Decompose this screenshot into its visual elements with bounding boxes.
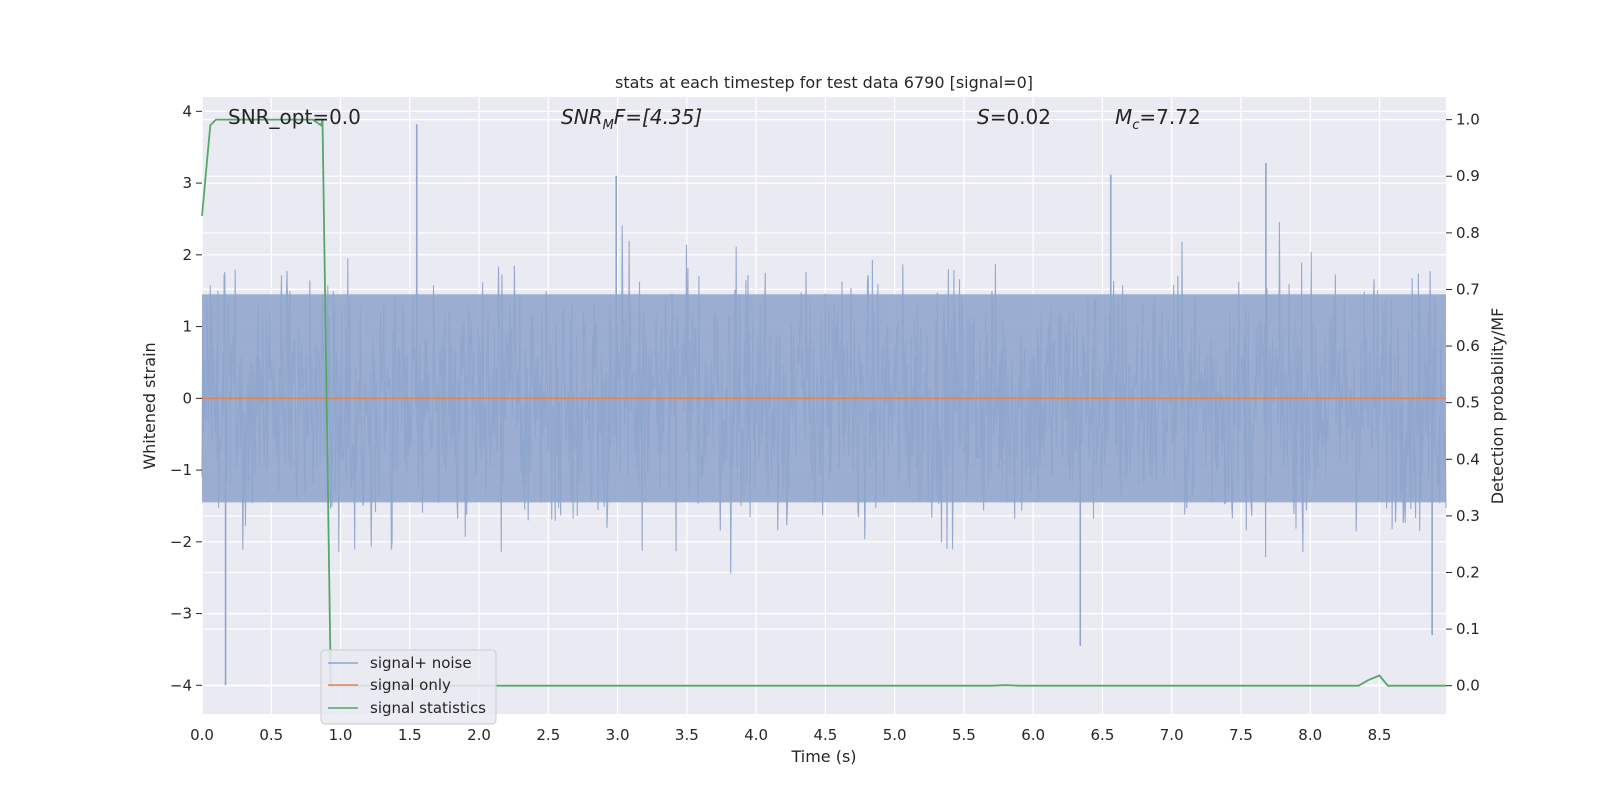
y-left-tick-label: −3 xyxy=(170,605,192,623)
y-right-tick-labels: 0.0 0.1 0.2 0.3 0.4 0.5 0.6 0.7 0.8 0.9 1.0 xyxy=(1446,111,1480,695)
y-right-tick-label: 0.5 xyxy=(1456,394,1480,412)
y-axis-right-label: Detection probability/MF xyxy=(1488,308,1507,505)
legend-label-stats: signal statistics xyxy=(370,699,486,717)
x-tick-label: 4.5 xyxy=(813,726,837,744)
annotation-mc: Mc=7.72 xyxy=(1115,105,1201,133)
snr-mf-base: SNR xyxy=(561,105,603,129)
y-left-tick-label: 2 xyxy=(182,246,192,264)
y-left-tick-label: −1 xyxy=(170,461,192,479)
y-axis-left-label: Whitened strain xyxy=(140,342,159,469)
x-axis-label: Time (s) xyxy=(790,747,856,766)
legend-label-noise: signal+ noise xyxy=(370,654,472,672)
x-tick-label: 7.5 xyxy=(1229,726,1253,744)
x-tick-label: 8.0 xyxy=(1298,726,1322,744)
y-right-tick-label: 0.6 xyxy=(1456,337,1480,355)
y-right-tick-label: 1.0 xyxy=(1456,111,1480,129)
y-left-tick-label: 4 xyxy=(182,102,192,120)
x-tick-label: 8.5 xyxy=(1368,726,1392,744)
x-tick-label: 6.0 xyxy=(1021,726,1045,744)
series-line-signal-statistics xyxy=(201,118,1446,687)
mc-rest: =7.72 xyxy=(1139,105,1200,129)
x-tick-label: 2.0 xyxy=(467,726,491,744)
x-tick-label: 3.5 xyxy=(675,726,699,744)
y-right-tick-label: 0.3 xyxy=(1456,507,1480,525)
y-left-tick-label: −2 xyxy=(170,533,192,551)
y-left-tick-label: 3 xyxy=(182,174,192,192)
legend: signal+ noise signal only signal statist… xyxy=(320,649,497,725)
x-tick-label: 2.5 xyxy=(536,726,560,744)
y-right-tick-label: 0.8 xyxy=(1456,224,1480,242)
x-tick-label: 5.0 xyxy=(883,726,907,744)
s-italic: S xyxy=(977,105,990,129)
y-left-tick-labels: −4 −3 −2 −1 0 1 2 3 4 xyxy=(170,102,202,694)
x-tick-label: 1.5 xyxy=(398,726,422,744)
y-right-tick-label: 0.9 xyxy=(1456,167,1480,185)
stats-series-layer xyxy=(201,118,1446,687)
s-rest: =0.02 xyxy=(990,105,1051,129)
legend-label-signal: signal only xyxy=(370,676,451,694)
snr-mf-rest: F=[4.35] xyxy=(614,105,702,129)
legend-box xyxy=(320,649,497,725)
y-right-tick-label: 0.2 xyxy=(1456,563,1480,581)
x-tick-label: 6.5 xyxy=(1091,726,1115,744)
y-left-tick-label: −4 xyxy=(170,676,192,694)
x-tick-label: 0.0 xyxy=(190,726,214,744)
x-tick-label: 3.0 xyxy=(606,726,630,744)
mc-base: M xyxy=(1115,105,1132,129)
annotation-snr-mf: SNRMF=[4.35] xyxy=(561,105,702,133)
y-right-tick-label: 0.4 xyxy=(1456,450,1480,468)
y-right-tick-label: 0.0 xyxy=(1456,677,1480,695)
mc-sub: c xyxy=(1132,118,1139,133)
x-tick-labels: 0.0 0.5 1.0 1.5 2.0 2.5 3.0 3.5 4.0 4.5 5.0 5.5 6.0 6… xyxy=(190,726,1391,744)
x-tick-label: 1.0 xyxy=(329,726,353,744)
y-left-tick-label: 0 xyxy=(182,389,192,407)
annotation-s: S=0.02 xyxy=(977,105,1051,129)
annotation-snr-opt: SNR_opt=0.0 xyxy=(228,105,361,129)
x-tick-label: 5.5 xyxy=(952,726,976,744)
y-right-tick-label: 0.7 xyxy=(1456,280,1480,298)
x-tick-label: 4.0 xyxy=(744,726,768,744)
chart-title: stats at each timestep for test data 679… xyxy=(615,73,1033,92)
y-right-tick-label: 0.1 xyxy=(1456,620,1480,638)
y-left-tick-label: 1 xyxy=(182,318,192,336)
x-tick-label: 7.0 xyxy=(1160,726,1184,744)
snr-mf-sub: M xyxy=(603,118,614,133)
x-tick-label: 0.5 xyxy=(259,726,283,744)
